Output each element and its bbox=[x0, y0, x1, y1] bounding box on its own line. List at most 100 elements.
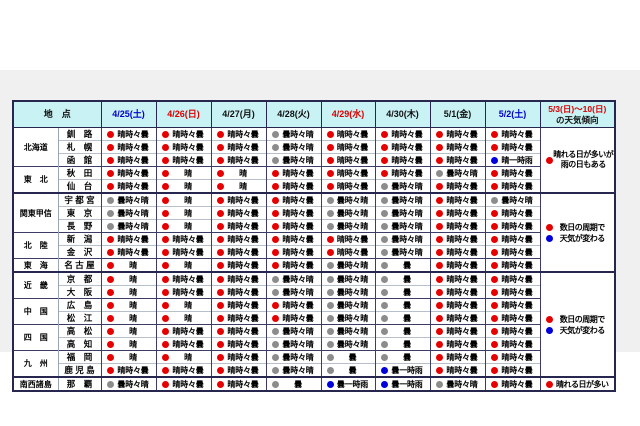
red-weather-dot-icon bbox=[161, 301, 169, 309]
city-cell: 京 都 bbox=[57, 271, 101, 286]
forecast-row: 仙 台 晴時々曇 晴 晴 晴時々曇 晴時々曇 曇時々晴 晴時々曇 晴時々曇 bbox=[13, 179, 615, 193]
forecast-row: 東 京 曇時々晴 晴 晴時々曇 晴時々曇 曇時々晴 曇時々晴 晴時々曇 晴時々曇 bbox=[13, 206, 615, 220]
forecast-cell: 晴 bbox=[100, 285, 156, 299]
weather-text: 晴時々曇 bbox=[227, 365, 259, 375]
weather-text: 晴時々曇 bbox=[282, 260, 314, 270]
forecast-cell: 晴時々曇 bbox=[100, 153, 156, 167]
weather-text: 曇時々晴 bbox=[336, 195, 369, 205]
forecast-row: 鹿 児 島 晴時々曇 晴時々曇 晴時々曇 曇時々晴 曇 曇一時雨 晴時々曇 晴時々曇 bbox=[13, 363, 615, 377]
red-weather-dot-icon bbox=[326, 130, 334, 138]
weather-text: 晴時々曇 bbox=[172, 365, 204, 375]
gray-weather-dot-icon bbox=[271, 288, 279, 296]
red-weather-dot-icon bbox=[271, 261, 279, 269]
weather-text: 晴時々曇 bbox=[172, 247, 204, 257]
forecast-cell: 晴時々曇 bbox=[429, 337, 485, 351]
forecast-cell: 曇時々晴 bbox=[265, 271, 321, 286]
gray-weather-dot-icon bbox=[380, 196, 388, 204]
gray-weather-dot-icon bbox=[106, 380, 114, 388]
trend-cell: 晴れる日が多い bbox=[539, 376, 615, 391]
red-weather-dot-icon bbox=[216, 327, 224, 335]
forecast-row: 札 幌 晴時々曇 晴時々曇 晴時々曇 曇時々晴 晴時々曇 晴時々曇 晴時々曇 晴時々曇 bbox=[13, 140, 615, 154]
weather-text: 曇時々晴 bbox=[117, 221, 149, 231]
red-weather-dot-icon bbox=[106, 248, 114, 256]
forecast-cell: 晴時々曇 bbox=[210, 376, 266, 391]
weather-text: 曇時々晴 bbox=[391, 195, 423, 205]
forecast-cell: 曇時々晴 bbox=[374, 219, 430, 233]
forecast-cell: 晴時々曇 bbox=[155, 245, 211, 259]
forecast-cell: 晴時々曇 bbox=[429, 232, 485, 246]
forecast-cell: 晴時々曇 bbox=[429, 311, 485, 325]
weather-text: 晴 bbox=[184, 313, 192, 323]
red-weather-dot-icon bbox=[490, 235, 498, 243]
forecast-cell: 曇時々晴 bbox=[100, 206, 156, 220]
gray-weather-dot-icon bbox=[326, 314, 334, 322]
forecast-cell: 曇 bbox=[374, 271, 430, 286]
forecast-cell: 晴時々曇 bbox=[265, 206, 321, 220]
weather-text: 晴時々曇 bbox=[446, 155, 478, 165]
weather-text: 曇時々晴 bbox=[336, 313, 369, 323]
weather-text: 晴時々曇 bbox=[227, 274, 259, 284]
red-weather-dot-icon bbox=[106, 235, 114, 243]
city-cell: 松 江 bbox=[57, 311, 101, 325]
weather-text: 晴時々曇 bbox=[501, 274, 533, 284]
weather-text: 晴時々曇 bbox=[227, 195, 259, 205]
gray-weather-dot-icon bbox=[271, 353, 279, 361]
red-weather-dot-icon bbox=[106, 288, 114, 296]
forecast-cell: 晴時々曇 bbox=[265, 311, 321, 325]
city-cell: 高 知 bbox=[57, 337, 101, 351]
red-weather-dot-icon bbox=[161, 156, 169, 164]
forecast-cell: 晴時々曇 bbox=[484, 271, 540, 286]
gray-weather-dot-icon bbox=[380, 235, 388, 243]
weather-text: 晴時々曇 bbox=[336, 155, 369, 165]
forecast-cell: 晴時々曇 bbox=[320, 232, 375, 246]
weather-forecast-table: 地 点 4/25(土) 4/26(日) 4/27(月) 4/28(火) 4/29(水) 4/… bbox=[12, 100, 616, 392]
forecast-cell: 晴時々曇 bbox=[484, 258, 540, 272]
weather-text: 曇 bbox=[294, 379, 302, 389]
forecast-cell: 曇時々晴 bbox=[429, 166, 485, 180]
city-cell: 那 覇 bbox=[57, 376, 101, 391]
forecast-cell: 晴時々曇 bbox=[320, 245, 375, 259]
forecast-cell: 晴時々曇 bbox=[429, 206, 485, 220]
forecast-cell: 晴時々曇 bbox=[100, 127, 156, 141]
weather-text: 晴時々曇 bbox=[501, 365, 533, 375]
weather-text: 晴時々曇 bbox=[117, 168, 149, 178]
red-weather-dot-icon bbox=[161, 196, 169, 204]
red-weather-dot-icon bbox=[271, 209, 279, 217]
weather-text: 晴 bbox=[184, 352, 192, 362]
red-weather-dot-icon bbox=[490, 275, 498, 283]
weather-text: 晴 bbox=[184, 300, 192, 310]
gray-weather-dot-icon bbox=[380, 314, 388, 322]
forecast-cell: 晴時々曇 bbox=[374, 153, 430, 167]
red-weather-dot-icon bbox=[435, 182, 443, 190]
forecast-cell: 晴時々曇 bbox=[484, 140, 540, 154]
weather-text: 晴 bbox=[184, 260, 192, 270]
gray-weather-dot-icon bbox=[271, 366, 279, 374]
red-weather-dot-icon bbox=[106, 130, 114, 138]
red-weather-dot-icon bbox=[216, 288, 224, 296]
date-header: 4/27(月) bbox=[210, 101, 266, 128]
table-header: 地 点 4/25(土) 4/26(日) 4/27(月) 4/28(火) 4/29(水) 4/… bbox=[12, 101, 615, 128]
region-cell: 近 畿 bbox=[13, 271, 58, 299]
forecast-cell: 曇時々晴 bbox=[320, 324, 375, 338]
weather-text: 晴時々曇 bbox=[172, 129, 204, 139]
forecast-cell: 曇時々晴 bbox=[265, 127, 321, 141]
weather-text: 晴時々曇 bbox=[172, 234, 204, 244]
weather-text: 曇時々晴 bbox=[336, 208, 369, 218]
forecast-cell: 晴時々曇 bbox=[210, 245, 266, 259]
red-weather-dot-icon bbox=[106, 340, 114, 348]
weather-text: 晴時々曇 bbox=[446, 142, 478, 152]
red-weather-dot-icon bbox=[106, 169, 114, 177]
header-row: 地 点 4/25(土) 4/26(日) 4/27(月) 4/28(火) 4/29(水) 4/… bbox=[12, 101, 615, 128]
weather-text: 曇時々晴 bbox=[117, 195, 149, 205]
gray-weather-dot-icon bbox=[326, 261, 334, 269]
gray-weather-dot-icon bbox=[326, 340, 334, 348]
red-weather-dot-icon bbox=[106, 366, 114, 374]
weather-text: 晴時々曇 bbox=[446, 195, 478, 205]
weather-text: 晴 bbox=[129, 326, 137, 336]
weather-text: 晴時々曇 bbox=[172, 379, 204, 389]
weather-text: 晴時々曇 bbox=[282, 181, 314, 191]
weather-text: 晴時々曇 bbox=[501, 339, 533, 349]
weather-text: 晴時々曇 bbox=[336, 181, 369, 191]
forecast-cell: 曇時々晴 bbox=[374, 192, 430, 207]
